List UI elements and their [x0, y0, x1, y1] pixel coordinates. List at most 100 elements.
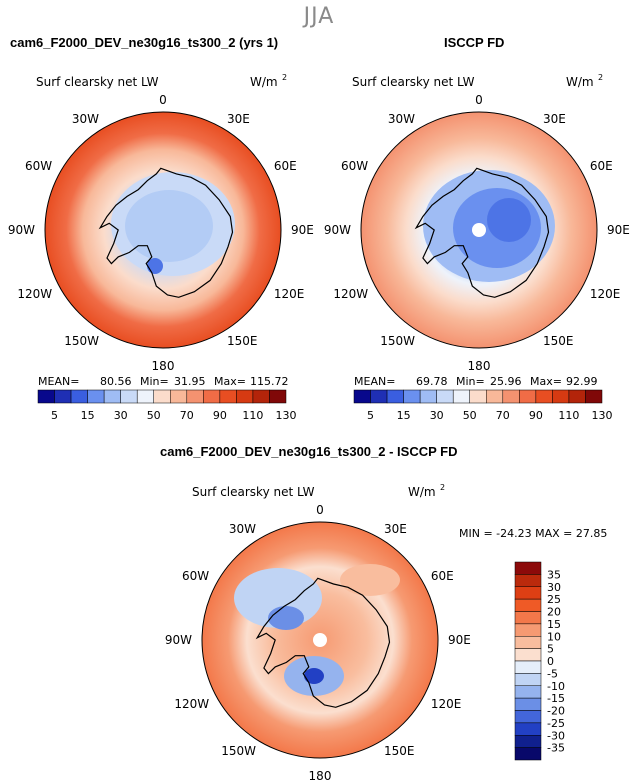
colorbar-swatch	[514, 735, 542, 748]
colorbar-swatch	[386, 389, 404, 404]
lon-label: 30W	[72, 112, 99, 126]
contour-patch	[304, 668, 324, 684]
colorbar-swatch	[568, 389, 586, 404]
lon-label: 0	[159, 93, 167, 107]
units-label: W/m	[566, 75, 594, 89]
colorbar-swatch	[203, 389, 221, 404]
lon-label: 90E	[607, 223, 630, 237]
season-title: JJA	[303, 4, 335, 29]
colorbar-swatch	[419, 389, 437, 404]
colorbar-tick-label: 70	[180, 409, 194, 422]
colorbar-swatch	[514, 561, 542, 575]
units-exponent: 2	[282, 73, 287, 82]
colorbar-swatch	[87, 389, 105, 404]
lon-label: 60E	[590, 159, 613, 173]
lon-label: 60W	[341, 159, 368, 173]
lon-label: 120W	[17, 287, 52, 301]
colorbar-swatch	[514, 710, 542, 724]
colorbar-swatch	[514, 673, 542, 687]
panel-1-title: cam6_F2000_DEV_ne30g16_ts300_2 (yrs 1)	[10, 35, 279, 50]
contour-patch	[125, 190, 213, 262]
antarctica-coastline	[255, 577, 391, 708]
colorbar-tick-label: 20	[547, 606, 561, 619]
units-exponent: 2	[598, 73, 603, 82]
max-value: 92.99	[566, 375, 598, 388]
colorbar-swatch	[514, 611, 542, 625]
colorbar-tick-label: -30	[547, 729, 565, 742]
contour-patch	[147, 258, 163, 274]
lon-label: 120W	[174, 697, 209, 711]
colorbar-tick-label: 30	[547, 581, 561, 594]
colorbar-swatch	[436, 389, 454, 404]
lon-label: 90W	[8, 223, 35, 237]
polar-map-3	[201, 521, 439, 759]
antarctica-coastline	[414, 167, 550, 298]
colorbar-swatch	[37, 389, 55, 404]
colorbar-tick-label: -15	[547, 692, 565, 705]
min-label: Min=	[140, 375, 169, 388]
lon-label: 60W	[182, 569, 209, 583]
colorbar-swatch	[186, 389, 204, 404]
contour-patch	[340, 564, 400, 596]
colorbar-tick-label: 5	[51, 409, 58, 422]
colorbar-1: 5 15 30 50 70 90 110 130 MEAN= 80.56 Min= 31.95 Max=…	[37, 375, 297, 422]
min-label: Min=	[456, 375, 485, 388]
colorbar-tick-label: 10	[547, 630, 561, 643]
colorbar-swatch	[514, 747, 542, 761]
pole-missing-data	[472, 223, 486, 237]
lon-label: 120W	[333, 287, 368, 301]
lon-label: 0	[475, 93, 483, 107]
colorbar-tick-label: -10	[547, 680, 565, 693]
colorbar-tick-label: -25	[547, 717, 565, 730]
panel-3-title: cam6_F2000_DEV_ne30g16_ts300_2 - ISCCP F…	[160, 444, 458, 459]
lon-label: 30E	[227, 112, 250, 126]
colorbar-tick-label: 15	[397, 409, 411, 422]
lon-label: 60W	[25, 159, 52, 173]
lon-label: 30W	[388, 112, 415, 126]
lon-label: 180	[468, 359, 491, 373]
colorbar-swatch	[170, 389, 188, 404]
lon-label: 180	[152, 359, 175, 373]
colorbar-tick-label: 30	[114, 409, 128, 422]
colorbar-swatch	[514, 586, 542, 600]
colorbar-tick-label: -5	[547, 667, 558, 680]
colorbar-swatch	[486, 389, 504, 404]
lon-label: 30W	[229, 522, 256, 536]
mean-value: 69.78	[416, 375, 448, 388]
max-label: Max=	[214, 375, 246, 388]
colorbar-swatch	[514, 636, 542, 649]
colorbar-swatch	[269, 389, 287, 404]
colorbar-swatch	[353, 389, 371, 404]
colorbar-swatch	[403, 389, 421, 404]
colorbar-swatch	[519, 389, 537, 404]
lon-label: 60E	[431, 569, 454, 583]
lon-label: 150W	[380, 334, 415, 348]
colorbar-swatch	[236, 389, 254, 404]
variable-label: Surf clearsky net LW	[352, 75, 475, 89]
pole-missing-data	[313, 633, 327, 647]
colorbar-swatch	[514, 648, 542, 662]
mean-value: 80.56	[100, 375, 132, 388]
colorbar-swatch	[514, 598, 542, 612]
lon-label: 0	[316, 503, 324, 517]
lon-label: 120E	[431, 697, 462, 711]
colorbar-swatch	[103, 389, 121, 404]
lon-label: 150W	[64, 334, 99, 348]
colorbar-swatch	[120, 389, 138, 404]
lon-label: 90E	[448, 633, 471, 647]
panel-2-title: ISCCP FD	[444, 35, 505, 50]
units-label: W/m	[250, 75, 278, 89]
colorbar-swatch	[136, 389, 154, 404]
units-exponent: 2	[440, 483, 445, 492]
colorbar-tick-label: 30	[430, 409, 444, 422]
colorbar-tick-label: 5	[367, 409, 374, 422]
colorbar-tick-label: 35	[547, 568, 561, 581]
colorbar-tick-label: 50	[147, 409, 161, 422]
colorbar-swatch	[552, 389, 570, 404]
colorbar-tick-label: -35	[547, 742, 565, 755]
lon-label: 90W	[324, 223, 351, 237]
colorbar-swatch	[370, 389, 388, 404]
variable-label: Surf clearsky net LW	[192, 485, 315, 499]
